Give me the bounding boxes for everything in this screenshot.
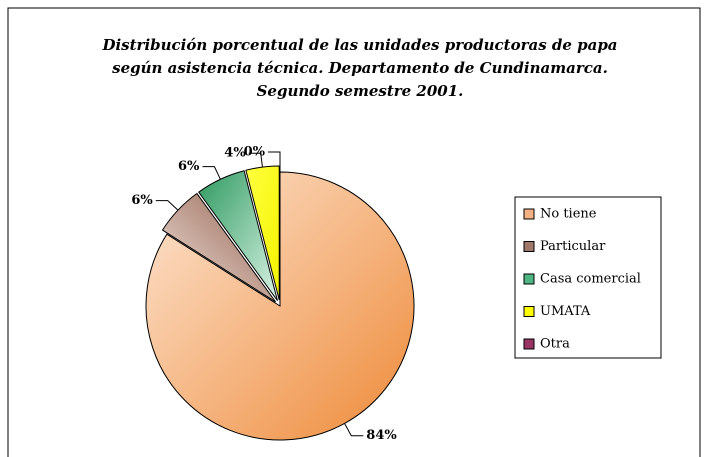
- legend-label: Casa comercial: [540, 272, 641, 287]
- legend-box: [514, 196, 662, 359]
- legend-swatch: [523, 208, 535, 220]
- leader-line: [344, 423, 364, 437]
- legend-swatch: [523, 338, 535, 350]
- legend-label: Otra: [540, 337, 570, 352]
- leader-line: [268, 151, 281, 166]
- leader-line: [202, 166, 221, 180]
- legend-swatch: [523, 306, 535, 317]
- chart-title: Distribución porcentual de las unidades …: [102, 36, 618, 100]
- leader-line: [155, 200, 179, 211]
- legend-swatch: [523, 241, 535, 252]
- data-label: 6%: [131, 193, 153, 208]
- leader-line: [248, 152, 263, 168]
- data-label: 4%: [224, 146, 246, 161]
- data-label: 84%: [366, 428, 397, 443]
- chart-frame: [7, 7, 701, 457]
- legend-label: UMATA: [540, 304, 591, 319]
- pie-slice: [197, 170, 278, 301]
- data-label: 0%: [244, 145, 266, 160]
- legend-label: No tiene: [540, 207, 597, 222]
- legend-swatch: [523, 273, 535, 285]
- legend-label: Particular: [540, 239, 606, 254]
- pie-slice: [145, 171, 415, 441]
- data-label: 6%: [178, 159, 200, 174]
